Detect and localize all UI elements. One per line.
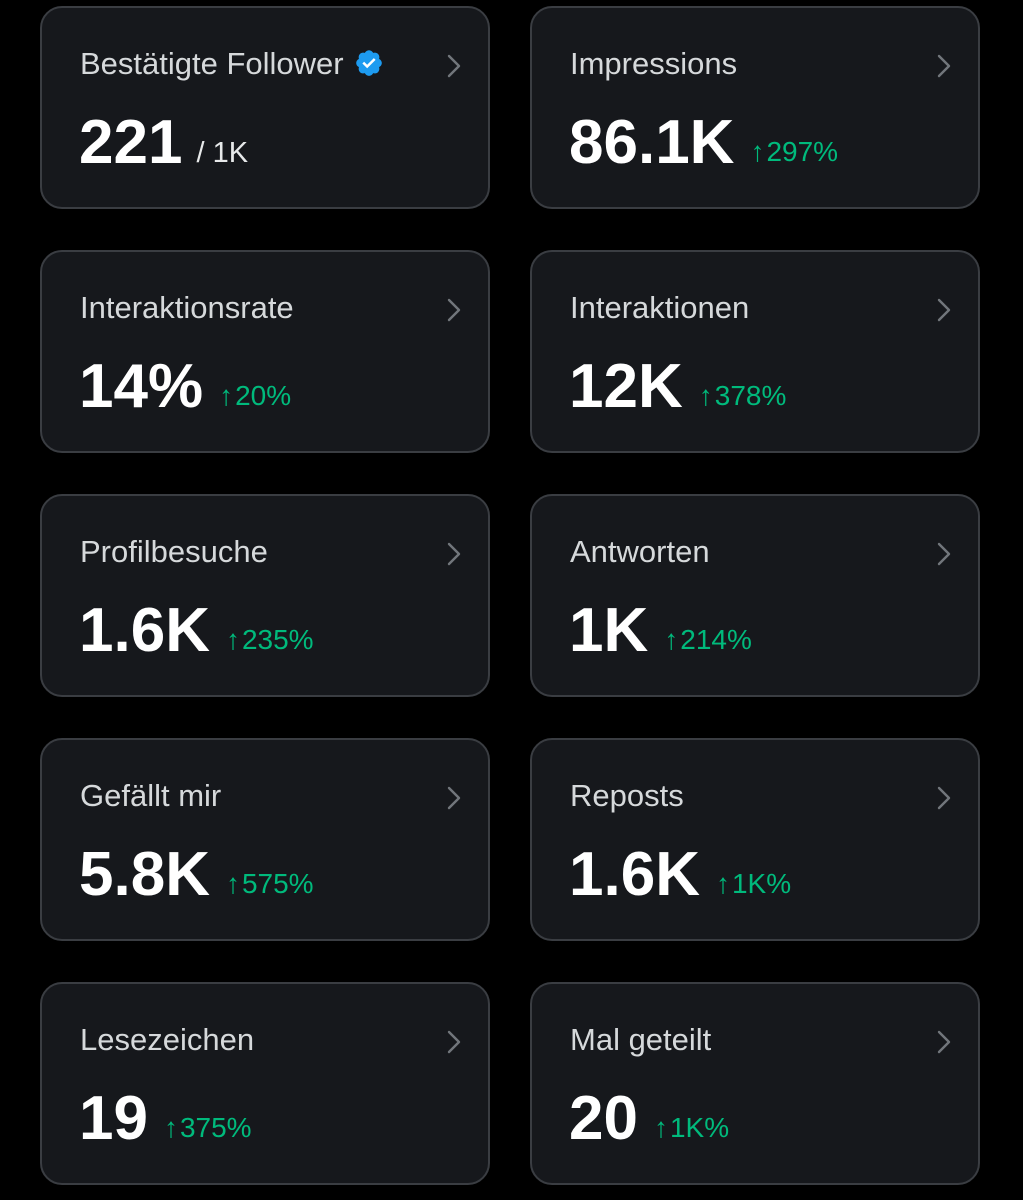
change-indicator: ↑1K% bbox=[716, 868, 791, 899]
stat-card-engagements[interactable]: Interaktionen 12K ↑378% bbox=[530, 250, 980, 453]
arrow-up-icon: ↑ bbox=[664, 624, 679, 656]
card-value: 1.6K bbox=[79, 596, 210, 665]
card-value: 12K bbox=[569, 352, 683, 421]
change-indicator: ↑235% bbox=[226, 624, 314, 655]
chevron-right-icon bbox=[447, 786, 461, 810]
stat-card-impressions[interactable]: Impressions 86.1K ↑297% bbox=[530, 6, 980, 209]
change-indicator: ↑378% bbox=[699, 380, 787, 411]
stat-card-likes[interactable]: Gefällt mir 5.8K ↑575% bbox=[40, 738, 490, 941]
card-title: Bestätigte Follower bbox=[80, 46, 344, 81]
change-value: 20% bbox=[235, 380, 292, 412]
change-indicator: ↑297% bbox=[750, 136, 838, 167]
change-indicator: ↑214% bbox=[664, 624, 752, 655]
stat-card-reposts[interactable]: Reposts 1.6K ↑1K% bbox=[530, 738, 980, 941]
card-title: Lesezeichen bbox=[80, 1022, 255, 1057]
change-value: 575% bbox=[241, 868, 314, 900]
chevron-right-icon bbox=[447, 54, 461, 78]
chevron-right-icon bbox=[447, 298, 461, 322]
card-title: Gefällt mir bbox=[80, 778, 222, 813]
card-value: 20 bbox=[569, 1084, 638, 1153]
stat-card-profile-visits[interactable]: Profilbesuche 1.6K ↑235% bbox=[40, 494, 490, 697]
chevron-right-icon bbox=[937, 542, 951, 566]
card-title: Reposts bbox=[570, 778, 684, 813]
card-value: 19 bbox=[79, 1084, 148, 1153]
change-value: 235% bbox=[241, 624, 314, 656]
chevron-right-icon bbox=[937, 54, 951, 78]
card-value: 221 bbox=[79, 108, 183, 177]
stat-card-replies[interactable]: Antworten 1K ↑214% bbox=[530, 494, 980, 697]
arrow-up-icon: ↑ bbox=[750, 136, 765, 168]
card-value: 5.8K bbox=[79, 840, 210, 909]
card-value: 86.1K bbox=[569, 108, 735, 177]
stat-card-verified-followers[interactable]: Bestätigte Follower 221 / 1K bbox=[40, 6, 490, 209]
chevron-right-icon bbox=[447, 1030, 461, 1054]
stat-card-engagement-rate[interactable]: Interaktionsrate 14% ↑20% bbox=[40, 250, 490, 453]
chevron-right-icon bbox=[447, 542, 461, 566]
card-title: Mal geteilt bbox=[570, 1022, 712, 1057]
card-title: Interaktionsrate bbox=[80, 290, 294, 325]
arrow-up-icon: ↑ bbox=[219, 380, 234, 412]
arrow-up-icon: ↑ bbox=[715, 868, 730, 900]
card-value: 14% bbox=[79, 352, 204, 421]
card-goal: / 1K bbox=[196, 136, 249, 169]
chevron-right-icon bbox=[937, 1030, 951, 1054]
card-value: 1K bbox=[569, 596, 649, 665]
change-value: 1K% bbox=[731, 868, 792, 900]
card-title: Impressions bbox=[570, 46, 738, 81]
stat-card-shares[interactable]: Mal geteilt 20 ↑1K% bbox=[530, 982, 980, 1185]
change-value: 375% bbox=[179, 1112, 252, 1144]
stat-card-bookmarks[interactable]: Lesezeichen 19 ↑375% bbox=[40, 982, 490, 1185]
arrow-up-icon: ↑ bbox=[225, 868, 240, 900]
change-indicator: ↑575% bbox=[226, 868, 314, 899]
card-title: Interaktionen bbox=[570, 290, 750, 325]
card-title: Antworten bbox=[570, 534, 710, 569]
change-value: 378% bbox=[714, 380, 787, 412]
arrow-up-icon: ↑ bbox=[163, 1112, 178, 1144]
verified-badge-icon bbox=[355, 50, 382, 76]
change-value: 297% bbox=[766, 136, 839, 168]
card-value: 1.6K bbox=[569, 840, 700, 909]
change-value: 1K% bbox=[669, 1112, 730, 1144]
chevron-right-icon bbox=[937, 298, 951, 322]
chevron-right-icon bbox=[937, 786, 951, 810]
arrow-up-icon: ↑ bbox=[698, 380, 713, 412]
change-indicator: ↑1K% bbox=[654, 1112, 729, 1143]
arrow-up-icon: ↑ bbox=[653, 1112, 668, 1144]
change-indicator: ↑20% bbox=[219, 380, 291, 411]
arrow-up-icon: ↑ bbox=[225, 624, 240, 656]
change-value: 214% bbox=[680, 624, 752, 656]
change-indicator: ↑375% bbox=[164, 1112, 252, 1143]
card-title: Profilbesuche bbox=[80, 534, 268, 569]
